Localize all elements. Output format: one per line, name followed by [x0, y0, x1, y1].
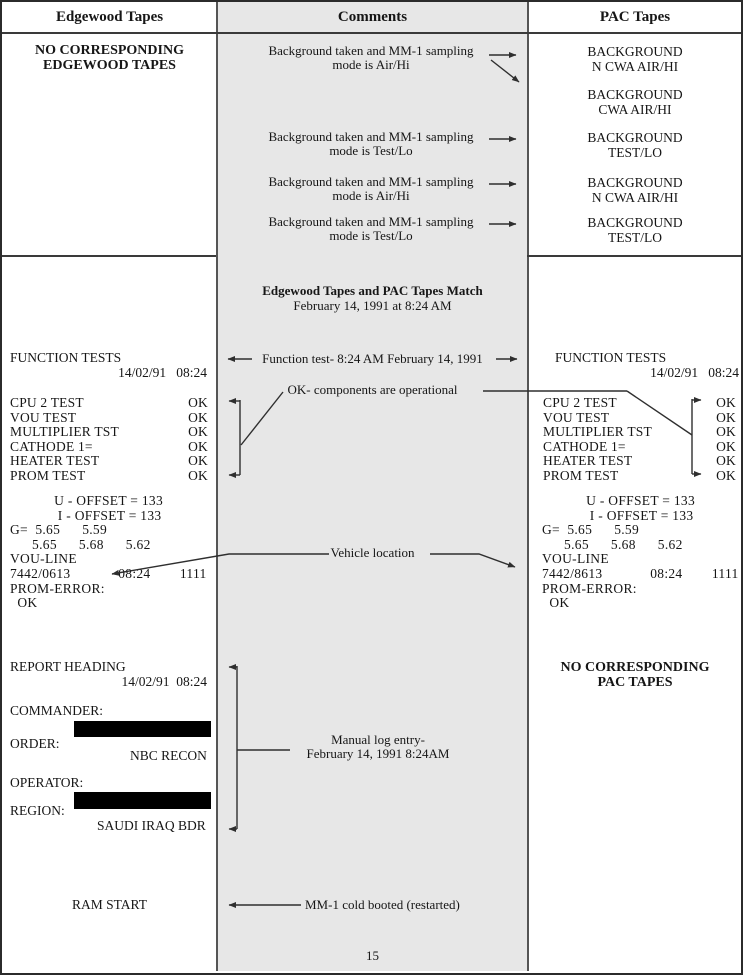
test-name: CPU 2 TEST [543, 395, 617, 410]
test-status: OK [716, 409, 736, 425]
printout-line: I - OFFSET = 133 [10, 507, 162, 523]
test-name: HEATER TEST [10, 453, 100, 468]
pac-item-background-cwa: BACKGROUND CWA AIR/HI [587, 87, 683, 117]
comment-background-air-hi-2: Background taken and MM-1 sampling mode … [268, 174, 474, 203]
page-number: 15 [366, 948, 379, 963]
match-date: February 14, 1991 at 8:24 AM [293, 298, 452, 313]
section-divider-right [527, 255, 741, 257]
redaction-bar-operator [74, 792, 211, 809]
table-row: PROM TEST OK [10, 467, 208, 484]
region-value: SAUDI IRAQ BDR [97, 818, 206, 833]
pac-test-results: CPU 2 TEST OK VOU TEST OK MULTIPLIER TST OK… [543, 395, 736, 484]
edgewood-function-tests-date: 14/02/91 08:24 [118, 365, 207, 380]
comment-background-test-lo-2: Background taken and MM-1 sampling mode … [268, 214, 474, 243]
test-name: MULTIPLIER TST [10, 424, 119, 439]
pac-no-corresponding: NO CORRESPONDING PAC TAPES [560, 660, 710, 690]
edgewood-printout: U - OFFSET = 133 I - OFFSET = 133 G= 5.6… [10, 493, 207, 611]
table-row: HEATER TEST OK [10, 453, 208, 469]
test-status: OK [716, 438, 736, 454]
commander-label: COMMANDER: [10, 703, 104, 718]
comment-manual-log-entry: Manual log entry- February 14, 1991 8:24… [306, 732, 450, 761]
test-status: OK [188, 409, 208, 425]
table-row: HEATER TEST OK [543, 453, 736, 469]
comment-vehicle-location: Vehicle location [330, 545, 415, 560]
test-name: VOU TEST [543, 409, 610, 425]
table-row: CATHODE 1= OK [10, 438, 208, 455]
pac-function-tests-date: 14/02/91 08:24 [650, 365, 739, 380]
table-row: MULTIPLIER TST OK [543, 424, 736, 440]
test-name: CATHODE 1= [10, 438, 93, 454]
header-divider-line [2, 32, 741, 34]
edgewood-function-tests-title: FUNCTION TESTS [10, 350, 122, 365]
section-divider-left [2, 255, 216, 257]
printout-line: 7442/0613 08:24 1111 [10, 565, 207, 581]
test-status: OK [716, 453, 736, 468]
test-status: OK [188, 467, 208, 483]
test-status: OK [188, 395, 208, 410]
header-pac-tapes: PAC Tapes [599, 9, 671, 25]
region-label: REGION: [10, 803, 65, 818]
comment-background-air-hi-1: Background taken and MM-1 sampling mode … [268, 43, 474, 72]
ram-start-entry: RAM START [72, 897, 147, 912]
order-label: ORDER: [10, 736, 60, 751]
table-row: CPU 2 TEST OK [10, 395, 208, 411]
printout-line: G= 5.65 5.59 [10, 522, 108, 538]
table-row: CPU 2 TEST OK [543, 395, 736, 411]
pac-item-background-testlo-1: BACKGROUND TEST/LO [587, 130, 683, 160]
comment-function-test: Function test- 8:24 AM February 14, 1991 [262, 351, 483, 366]
comments-column-background [216, 2, 529, 971]
test-status: OK [188, 453, 208, 468]
comment-ok-components: OK- components are operational [287, 382, 458, 397]
test-name: VOU TEST [10, 409, 77, 425]
report-heading-title: REPORT HEADING [10, 659, 126, 674]
test-status: OK [188, 438, 208, 454]
comment-background-test-lo-1: Background taken and MM-1 sampling mode … [268, 129, 474, 158]
printout-line: G= 5.65 5.59 [542, 522, 640, 538]
redaction-bar-commander [74, 721, 211, 737]
test-name: MULTIPLIER TST [543, 424, 652, 439]
edgewood-test-results: CPU 2 TEST OK VOU TEST OK MULTIPLIER TST OK… [10, 395, 208, 484]
test-status: OK [716, 467, 736, 483]
pac-item-background-ncwa-1: BACKGROUND N CWA AIR/HI [587, 44, 683, 74]
table-row: MULTIPLIER TST OK [10, 424, 208, 440]
order-value: NBC RECON [130, 748, 207, 763]
pac-item-background-testlo-2: BACKGROUND TEST/LO [587, 215, 683, 245]
pac-printout: U - OFFSET = 133 I - OFFSET = 133 G= 5.6… [542, 493, 739, 611]
printout-line: PROM-ERROR: [542, 580, 637, 596]
test-name: PROM TEST [10, 467, 86, 483]
test-status: OK [188, 424, 208, 439]
printout-line: VOU-LINE [10, 551, 77, 567]
printout-line: I - OFFSET = 133 [542, 507, 694, 523]
table-row: VOU TEST OK [543, 409, 736, 426]
test-status: OK [716, 424, 736, 439]
pac-function-tests-title: FUNCTION TESTS [555, 350, 667, 365]
printout-line: U - OFFSET = 133 [10, 493, 164, 508]
match-title: Edgewood Tapes and PAC Tapes Match [262, 283, 483, 298]
test-status: OK [716, 395, 736, 410]
table-row: VOU TEST OK [10, 409, 208, 426]
printout-line: 5.65 5.68 5.62 [10, 536, 151, 552]
table-row: CATHODE 1= OK [543, 438, 736, 455]
test-name: CPU 2 TEST [10, 395, 84, 410]
printout-line: OK [542, 595, 570, 611]
printout-line: 7442/8613 08:24 1111 [542, 565, 739, 581]
printout-line: U - OFFSET = 133 [542, 493, 696, 508]
test-name: HEATER TEST [543, 453, 633, 468]
printout-line: OK [10, 595, 38, 611]
header-comments: Comments [337, 9, 408, 25]
test-name: PROM TEST [543, 467, 619, 483]
table-row: PROM TEST OK [543, 467, 736, 484]
report-heading-date: 14/02/91 08:24 [121, 674, 207, 689]
printout-line: VOU-LINE [542, 551, 609, 567]
test-name: CATHODE 1= [543, 438, 626, 454]
pac-item-background-ncwa-2: BACKGROUND N CWA AIR/HI [587, 175, 683, 205]
comment-ram-cold-boot: MM-1 cold booted (restarted) [305, 897, 460, 912]
operator-label: OPERATOR: [10, 775, 84, 790]
edgewood-no-corresponding: NO CORRESPONDING EDGEWOOD TAPES [35, 43, 184, 73]
printout-line: PROM-ERROR: [10, 580, 105, 596]
header-edgewood-tapes: Edgewood Tapes [55, 9, 164, 25]
printout-line: 5.65 5.68 5.62 [542, 536, 683, 552]
